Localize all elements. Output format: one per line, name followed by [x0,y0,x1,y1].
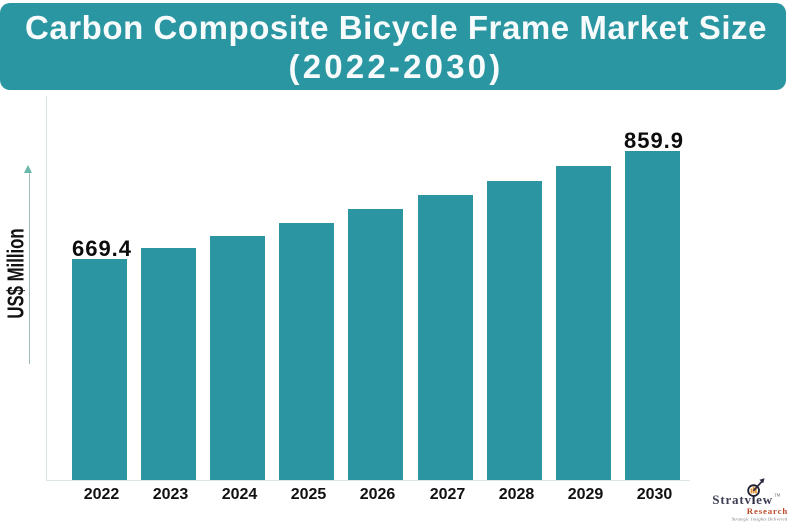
svg-text:Strategic Insights Delivered: Strategic Insights Delivered [732,516,788,521]
svg-text:TM: TM [774,493,780,498]
svg-text:Research: Research [747,506,788,516]
svg-text:Stratview: Stratview [712,492,773,507]
